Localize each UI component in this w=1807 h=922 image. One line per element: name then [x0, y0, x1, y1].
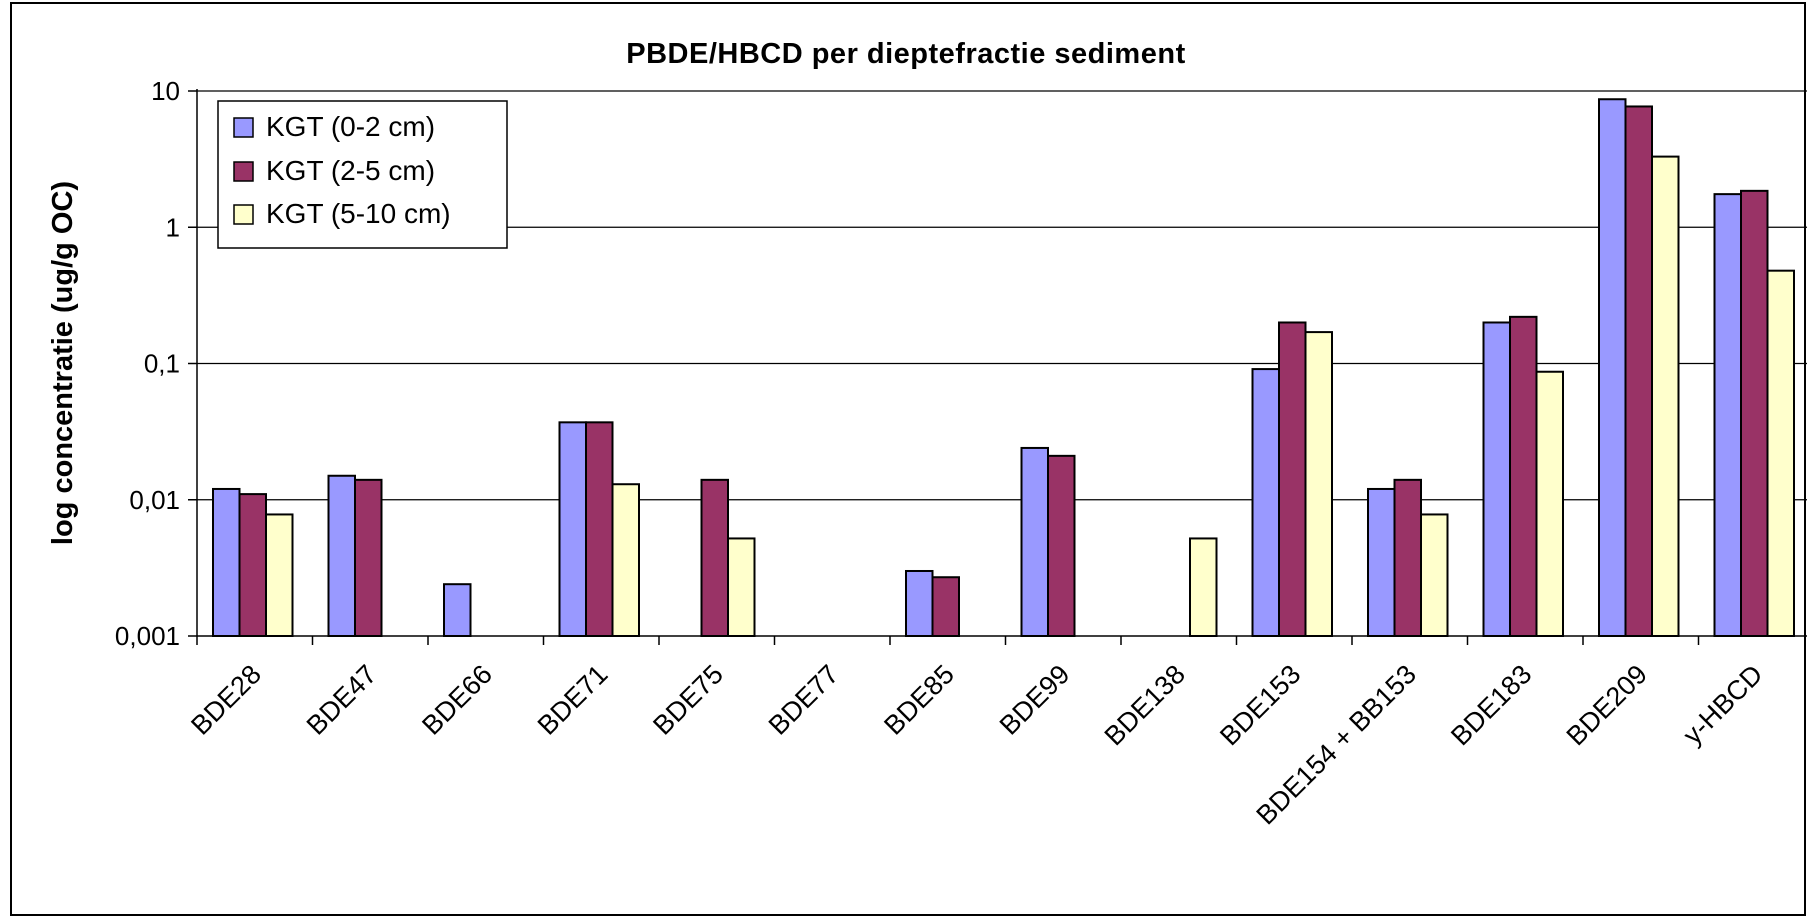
bar-bde28-series-2 — [238, 493, 267, 638]
legend-label-kgt-0-2: KGT (0-2 cm) — [266, 111, 435, 142]
bar-bde153-series-3 — [1304, 331, 1333, 637]
y-tick-label: 0,01 — [129, 485, 180, 515]
bar-bde138-series-3 — [1189, 537, 1218, 637]
bar-bde154-bb153-series-3 — [1420, 513, 1449, 637]
bar-bde85-series-2 — [931, 576, 960, 637]
legend-box — [217, 100, 508, 249]
bar-bde99-series-1 — [1020, 446, 1049, 638]
bar-bde71-series-1 — [558, 421, 587, 637]
y-axis-title: log concentratie (ug/g OC) — [47, 181, 79, 545]
bar-bde99-series-2 — [1047, 454, 1076, 637]
bar-bde66-series-1 — [443, 583, 472, 638]
bar-bde154-bb153-series-1 — [1367, 487, 1396, 637]
y-tick-label: 0,1 — [144, 349, 180, 379]
legend: KGT (0-2 cm) KGT (2-5 cm) KGT (5-10 cm) — [217, 100, 508, 249]
bar-bde153-series-1 — [1251, 368, 1280, 637]
bar-y-hbcd-series-3 — [1766, 269, 1795, 637]
chart-title: PBDE/HBCD per dieptefractie sediment — [626, 38, 1185, 70]
bar-bde28-series-3 — [265, 513, 294, 637]
bar-bde183-series-2 — [1509, 315, 1538, 637]
y-tick-label: 0,001 — [115, 621, 180, 651]
legend-swatch-kgt-2-5 — [233, 161, 254, 182]
bar-bde183-series-1 — [1482, 321, 1511, 637]
bar-bde71-series-3 — [611, 483, 640, 637]
bar-bde71-series-2 — [585, 421, 614, 637]
legend-label-kgt-5-10: KGT (5-10 cm) — [266, 198, 451, 229]
bar-bde75-series-2 — [700, 478, 729, 637]
legend-swatch-kgt-5-10 — [233, 204, 254, 225]
bar-bde209-series-3 — [1651, 155, 1680, 637]
bar-bde183-series-3 — [1535, 370, 1564, 637]
bar-bde154-bb153-series-2 — [1393, 478, 1422, 637]
bar-bde209-series-2 — [1624, 105, 1653, 637]
y-tick-label: 1 — [166, 212, 180, 242]
legend-label-kgt-2-5: KGT (2-5 cm) — [266, 155, 435, 186]
bar-bde75-series-3 — [727, 537, 756, 637]
bar-bde85-series-1 — [905, 569, 934, 638]
bar-y-hbcd-series-2 — [1740, 189, 1769, 638]
bar-bde153-series-2 — [1278, 321, 1307, 637]
bar-bde209-series-1 — [1598, 98, 1627, 638]
bar-bde47-series-1 — [327, 474, 356, 637]
bar-bde28-series-1 — [212, 487, 241, 637]
bar-bde47-series-2 — [354, 478, 383, 637]
y-tick-label: 10 — [151, 76, 180, 106]
bar-y-hbcd-series-1 — [1713, 193, 1742, 637]
legend-swatch-kgt-0-2 — [233, 117, 254, 138]
